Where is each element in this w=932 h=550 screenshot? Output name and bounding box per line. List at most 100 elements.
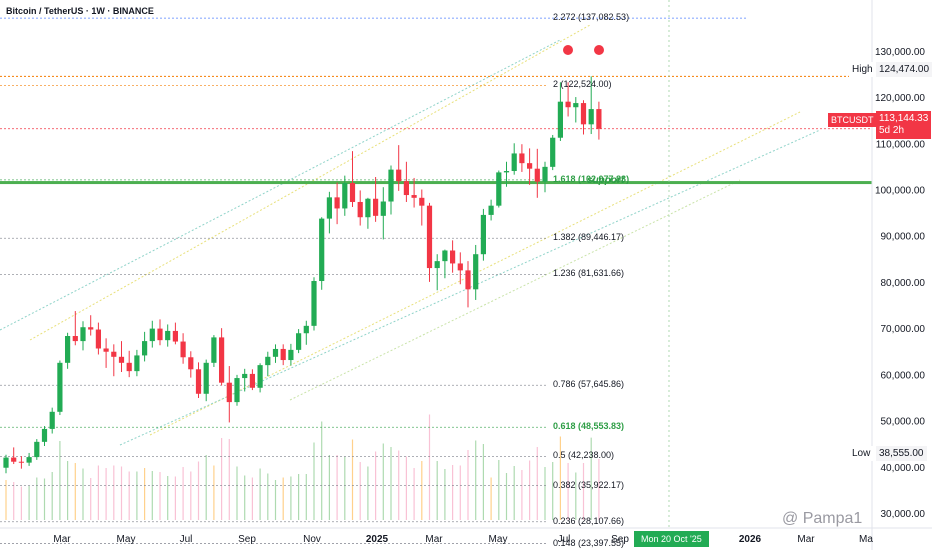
candle[interactable]: [180, 333, 186, 364]
candle[interactable]: [357, 190, 363, 226]
candle[interactable]: [226, 366, 232, 423]
candle[interactable]: [450, 240, 456, 273]
candle[interactable]: [396, 145, 402, 191]
candle[interactable]: [488, 199, 494, 221]
volume-bar: [475, 440, 477, 520]
candle[interactable]: [573, 97, 579, 123]
candle[interactable]: [41, 426, 48, 447]
candle[interactable]: [57, 360, 63, 416]
volume-bar: [482, 444, 484, 520]
candle[interactable]: [34, 439, 40, 460]
candle[interactable]: [3, 454, 9, 474]
volume-bar: [36, 477, 38, 520]
volume-bar: [244, 475, 246, 520]
candle[interactable]: [334, 182, 340, 225]
candle[interactable]: [49, 407, 55, 434]
candle[interactable]: [349, 151, 356, 208]
candle[interactable]: [280, 344, 286, 366]
candle[interactable]: [373, 177, 379, 222]
candle[interactable]: [195, 362, 202, 398]
candle[interactable]: [319, 217, 325, 290]
candle[interactable]: [165, 324, 171, 347]
candle[interactable]: [95, 322, 101, 355]
volume-bar: [351, 439, 354, 520]
candle[interactable]: [403, 161, 409, 202]
candle[interactable]: [434, 254, 440, 291]
candle[interactable]: [11, 447, 17, 465]
candle[interactable]: [219, 328, 225, 386]
candle[interactable]: [480, 208, 486, 261]
candle[interactable]: [18, 456, 24, 469]
candle[interactable]: [565, 82, 571, 117]
candlesticks[interactable]: [3, 76, 602, 474]
candle[interactable]: [342, 175, 348, 216]
candle[interactable]: [203, 359, 209, 402]
candle[interactable]: [126, 350, 132, 378]
trend-channels: [0, 24, 821, 446]
candle[interactable]: [580, 100, 587, 135]
y-tick-label: 50,000.00: [881, 417, 926, 428]
candle[interactable]: [103, 338, 109, 368]
event-marker-icon[interactable]: [563, 45, 573, 55]
volume-bar: [51, 472, 53, 520]
candle-body: [249, 373, 255, 388]
candle[interactable]: [234, 374, 240, 406]
event-marker-icon[interactable]: [594, 45, 604, 55]
candle[interactable]: [303, 320, 309, 345]
candle[interactable]: [296, 329, 302, 354]
candle[interactable]: [365, 197, 371, 229]
candle[interactable]: [72, 311, 78, 346]
candle[interactable]: [26, 452, 32, 466]
candle[interactable]: [519, 144, 525, 172]
candle[interactable]: [149, 320, 155, 348]
candle[interactable]: [80, 321, 86, 351]
candle-body: [118, 356, 125, 363]
candle[interactable]: [134, 349, 140, 377]
fib-level-label: 2 (122,524.00): [553, 79, 612, 90]
candle[interactable]: [426, 202, 433, 282]
candle[interactable]: [249, 369, 255, 391]
candle[interactable]: [188, 351, 194, 378]
candle[interactable]: [473, 244, 479, 300]
candle[interactable]: [272, 344, 279, 363]
candle[interactable]: [157, 319, 163, 346]
candle[interactable]: [326, 191, 332, 234]
candle[interactable]: [242, 368, 248, 392]
trend-channel-line: [0, 39, 561, 331]
volume-bar: [267, 473, 269, 520]
candle[interactable]: [411, 177, 417, 208]
candle[interactable]: [557, 82, 563, 141]
candle[interactable]: [257, 363, 263, 393]
candle[interactable]: [65, 332, 71, 369]
candle[interactable]: [172, 322, 178, 345]
candle[interactable]: [534, 148, 540, 198]
candle[interactable]: [88, 315, 94, 336]
candle[interactable]: [588, 76, 594, 135]
candle[interactable]: [442, 249, 448, 279]
event-markers[interactable]: [563, 45, 604, 55]
candle[interactable]: [388, 165, 394, 215]
candle-body: [18, 461, 24, 463]
candle[interactable]: [380, 187, 386, 240]
candle[interactable]: [511, 143, 517, 175]
candle[interactable]: [288, 343, 294, 366]
candle[interactable]: [496, 170, 502, 208]
candle[interactable]: [457, 252, 463, 285]
candle[interactable]: [265, 351, 271, 377]
candle[interactable]: [550, 134, 556, 171]
candle[interactable]: [503, 161, 510, 187]
candle[interactable]: [596, 101, 602, 140]
candle[interactable]: [465, 261, 471, 308]
candle[interactable]: [542, 161, 548, 193]
volume-bar: [513, 466, 515, 520]
candle[interactable]: [311, 277, 317, 331]
candle[interactable]: [142, 331, 148, 362]
candle[interactable]: [527, 148, 533, 185]
candle-body: [49, 411, 55, 429]
volume-bar: [567, 463, 569, 520]
candle[interactable]: [211, 335, 217, 367]
candle[interactable]: [118, 341, 125, 373]
candle[interactable]: [111, 344, 117, 377]
candle[interactable]: [419, 189, 425, 226]
